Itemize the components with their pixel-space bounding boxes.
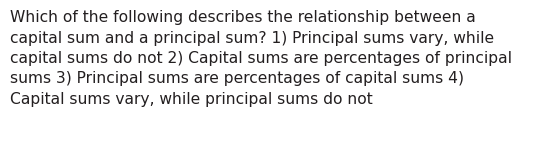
Text: Which of the following describes the relationship between a
capital sum and a pr: Which of the following describes the rel… — [10, 10, 512, 107]
